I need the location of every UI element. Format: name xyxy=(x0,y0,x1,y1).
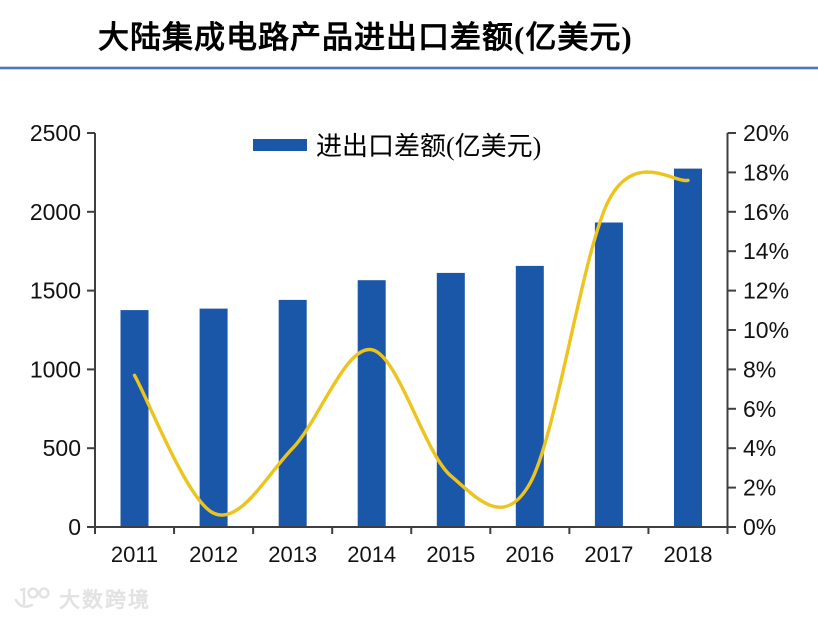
bar-2017 xyxy=(594,222,623,527)
y-left-label-1000: 1000 xyxy=(30,356,81,382)
y-right-label-14%: 14% xyxy=(743,238,789,264)
page-title: 大陆集成电路产品进出口差额(亿美元) xyxy=(98,20,633,55)
bar-2012 xyxy=(199,308,228,527)
y-right-label-0%: 0% xyxy=(743,514,776,540)
chart-legend: 进出口差额(亿美元) xyxy=(253,132,541,161)
y-right-label-20%: 20% xyxy=(743,120,789,146)
x-label-2018: 2018 xyxy=(664,542,713,567)
y-right-label-18%: 18% xyxy=(743,159,789,185)
bar-2011 xyxy=(120,310,149,527)
x-label-2017: 2017 xyxy=(584,542,633,567)
bar-2016 xyxy=(515,265,544,527)
x-label-2015: 2015 xyxy=(426,542,475,567)
watermark: 大数跨境 xyxy=(13,584,151,614)
y-right-label-16%: 16% xyxy=(743,199,789,225)
legend-swatch-bar-series xyxy=(253,139,307,151)
y-right-label-2%: 2% xyxy=(743,475,776,501)
y-left-label-500: 500 xyxy=(43,435,81,461)
y-left-label-1500: 1500 xyxy=(30,278,81,304)
title-divider xyxy=(0,66,818,70)
y-left-label-2500: 2500 xyxy=(30,120,81,146)
bar-2013 xyxy=(278,299,307,527)
y-right-label-12%: 12% xyxy=(743,278,789,304)
y-right-label-4%: 4% xyxy=(743,435,776,461)
watermark-text: 大数跨境 xyxy=(59,589,151,612)
legend-label: 进出口差额(亿美元) xyxy=(316,132,541,161)
x-label-2016: 2016 xyxy=(505,542,554,567)
watermark-logo-icon xyxy=(14,587,50,608)
y-right-label-8%: 8% xyxy=(743,356,776,382)
x-label-2012: 2012 xyxy=(189,542,238,567)
bar-2018 xyxy=(674,168,702,527)
chart-plot-area: 0 500 1000 1500 2000 2500 0% 2% 4% 6% 8% 10% 12% 14% 1… xyxy=(30,120,789,567)
y-left-label-0: 0 xyxy=(68,514,81,540)
bar-2015 xyxy=(436,272,465,527)
y-left-label-2000: 2000 xyxy=(30,199,81,225)
x-label-2014: 2014 xyxy=(347,542,396,567)
x-label-2013: 2013 xyxy=(268,542,317,567)
line-series xyxy=(132,170,690,517)
bar-2014 xyxy=(357,280,386,527)
y-right-label-6%: 6% xyxy=(743,396,776,422)
y-right-label-10%: 10% xyxy=(743,317,789,343)
x-label-2011: 2011 xyxy=(111,542,158,567)
